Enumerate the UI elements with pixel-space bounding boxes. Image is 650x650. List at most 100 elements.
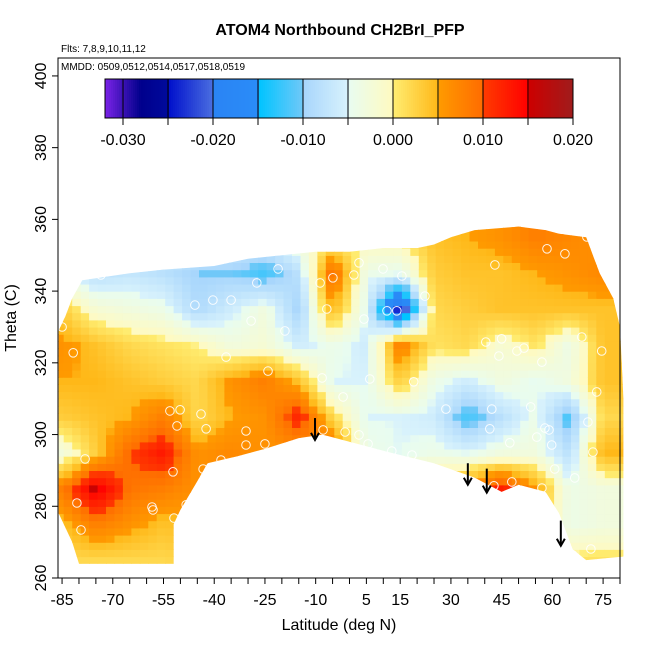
heatmap-cell — [114, 520, 124, 529]
heatmap-cell — [520, 520, 530, 529]
heatmap-cell — [97, 291, 107, 299]
heatmap-cell — [368, 327, 378, 335]
heatmap-cell — [621, 491, 624, 500]
heatmap-cell — [190, 355, 200, 364]
heatmap-cell — [393, 348, 403, 357]
heatmap-cell — [89, 233, 99, 242]
heatmap-cell — [410, 448, 420, 457]
heatmap-cell — [63, 398, 73, 407]
heatmap-cell — [292, 384, 302, 393]
heatmap-cell — [469, 463, 479, 471]
heatmap-cell — [376, 362, 386, 371]
heatmap-cell — [114, 233, 124, 242]
heatmap-cell — [182, 477, 192, 486]
heatmap-cell — [435, 513, 445, 522]
heatmap-cell — [587, 319, 597, 328]
heatmap-cell — [435, 420, 445, 428]
heatmap-cell — [190, 398, 200, 407]
heatmap-cell — [148, 564, 157, 572]
heatmap-cell — [207, 542, 217, 550]
colorbar-segment — [365, 79, 368, 118]
heatmap-cell — [554, 484, 564, 493]
heatmap-cell — [300, 248, 310, 256]
heatmap-cell — [63, 384, 73, 393]
heatmap-cell — [89, 549, 99, 558]
heatmap-cell — [503, 334, 513, 342]
heatmap-cell — [190, 248, 200, 256]
heatmap-cell — [275, 527, 285, 536]
heatmap-cell — [503, 542, 513, 550]
heatmap-cell — [199, 513, 209, 522]
colorbar-segment — [105, 79, 108, 118]
heatmap-cell — [232, 542, 242, 550]
heatmap-cell — [486, 513, 496, 522]
heatmap-cell — [173, 334, 183, 342]
heatmap-cell — [554, 506, 564, 515]
heatmap-cell — [368, 262, 378, 271]
heatmap-cell — [173, 226, 183, 235]
heatmap-cell — [376, 441, 386, 450]
heatmap-cell — [452, 240, 462, 249]
heatmap-cell — [58, 506, 65, 515]
heatmap-cell — [520, 535, 530, 543]
heatmap-cell — [241, 506, 251, 515]
heatmap-cell — [182, 334, 192, 342]
heatmap-cell — [621, 334, 624, 342]
heatmap-cell — [300, 427, 310, 436]
heatmap-cell — [435, 427, 445, 436]
heatmap-cell — [571, 470, 581, 479]
heatmap-cell — [393, 283, 403, 292]
heatmap-cell — [80, 226, 90, 235]
heatmap-cell — [376, 276, 386, 285]
heatmap-cell — [283, 549, 293, 558]
heatmap-cell — [292, 348, 302, 357]
heatmap-cell — [494, 348, 504, 357]
heatmap-cell — [139, 535, 149, 543]
heatmap-cell — [452, 341, 462, 350]
heatmap-cell — [190, 520, 200, 529]
heatmap-cell — [486, 305, 496, 314]
heatmap-cell — [80, 556, 90, 564]
heatmap-cell — [503, 513, 513, 522]
heatmap-cell — [520, 255, 530, 263]
heatmap-cell — [579, 448, 589, 457]
heatmap-cell — [613, 456, 623, 464]
heatmap-cell — [461, 377, 471, 385]
heatmap-cell — [317, 348, 327, 357]
heatmap-cell — [444, 362, 454, 371]
heatmap-cell — [308, 305, 318, 314]
heatmap-cell — [207, 413, 217, 421]
heatmap-cell — [528, 535, 538, 543]
heatmap-cell — [173, 520, 183, 529]
heatmap-cell — [258, 262, 268, 271]
heatmap-cell — [199, 283, 209, 292]
colorbar-segment — [185, 79, 188, 118]
heatmap-cell — [562, 441, 572, 450]
heatmap-cell — [393, 377, 403, 385]
heatmap-cell — [80, 398, 90, 407]
heatmap-cell — [393, 255, 403, 263]
heatmap-cell — [613, 255, 623, 263]
heatmap-cell — [156, 542, 166, 550]
colorbar-segment — [121, 79, 124, 118]
heatmap-cell — [587, 527, 597, 536]
heatmap-cell — [613, 535, 623, 543]
heatmap-cell — [587, 448, 597, 457]
heatmap-cell — [308, 370, 318, 378]
heatmap-cell — [106, 312, 116, 321]
heatmap-cell — [520, 384, 530, 393]
heatmap-cell — [72, 420, 82, 428]
heatmap-cell — [89, 276, 99, 285]
heatmap-cell — [58, 535, 65, 543]
heatmap-cell — [80, 319, 90, 328]
heatmap-cell — [385, 276, 395, 285]
y-tick-label: 280 — [33, 493, 50, 520]
heatmap-cell — [579, 327, 589, 335]
heatmap-cell — [554, 283, 564, 292]
heatmap-cell — [122, 491, 132, 500]
heatmap-cell — [571, 355, 581, 364]
heatmap-cell — [359, 355, 369, 364]
heatmap-cell — [232, 341, 242, 350]
heatmap-cell — [452, 334, 462, 342]
heatmap-cell — [528, 377, 538, 385]
